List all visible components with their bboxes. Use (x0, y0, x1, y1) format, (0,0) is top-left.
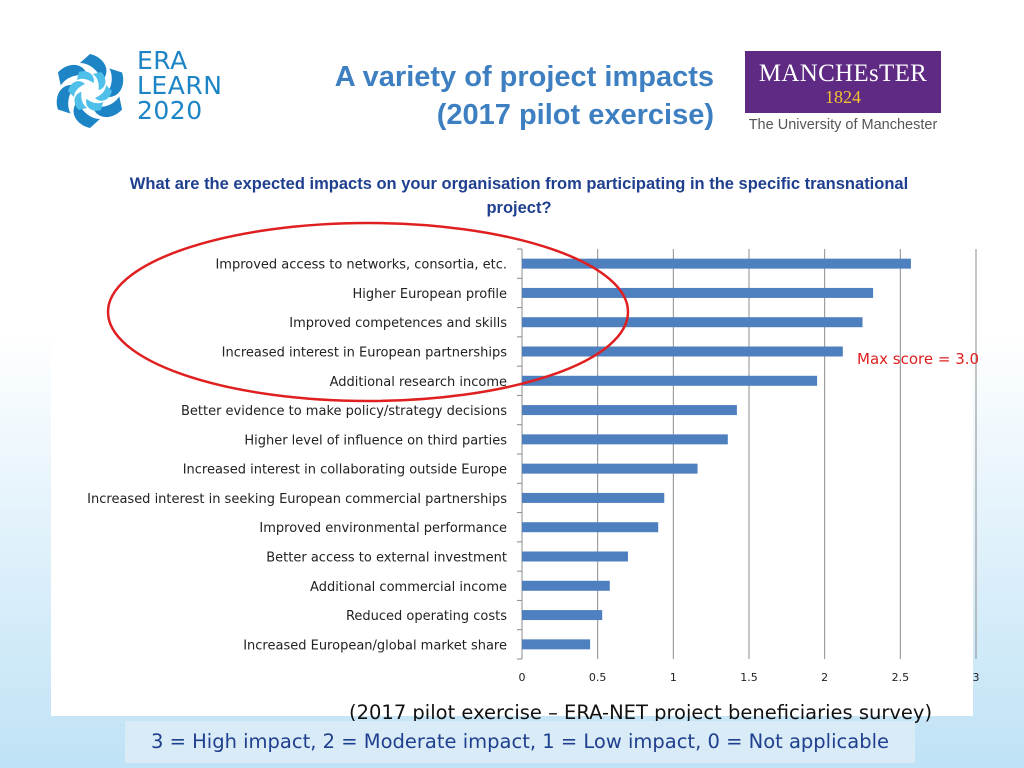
bar (522, 287, 874, 298)
category-label: Higher European profile (353, 287, 507, 302)
category-label: Additional commercial income (310, 580, 507, 595)
x-tick-label: 3 (973, 671, 980, 684)
logo-line-era: ERA (137, 46, 188, 75)
x-tick-label: 1 (670, 671, 677, 684)
category-label: Increased interest in European partnersh… (222, 346, 508, 361)
title-line-2: (2017 pilot exercise) (436, 99, 714, 131)
category-label: Increased interest in seeking European c… (87, 492, 507, 507)
category-label-layer: Improved access to networks, consortia, … (87, 258, 507, 654)
grid-layer (517, 248, 977, 660)
bar (522, 346, 843, 357)
bar (522, 551, 628, 562)
manchester-year: 1824 (825, 87, 861, 107)
bar (522, 317, 863, 328)
x-tick-label: 2 (821, 671, 828, 684)
x-tick-label: 0.5 (589, 671, 607, 684)
category-label: Reduced operating costs (346, 609, 507, 624)
bar (522, 258, 911, 269)
bar (522, 610, 603, 621)
bar (522, 463, 698, 474)
bar (522, 375, 818, 386)
category-label: Increased European/global market share (243, 638, 507, 653)
bar (522, 522, 659, 533)
tick-label-layer: 0 0.5 1 1.5 2 2.5 3 (519, 671, 980, 684)
category-label: Higher level of influence on third parti… (244, 433, 507, 448)
category-label: Additional research income (330, 375, 507, 390)
category-label: Better evidence to make policy/strategy … (181, 404, 507, 419)
manchester-logo: MANCHEsTER 1824 (745, 51, 941, 113)
category-label: Improved access to networks, consortia, … (215, 258, 507, 273)
bar (522, 580, 610, 591)
bar (522, 434, 728, 445)
title-line-1: A variety of project impacts (334, 61, 714, 93)
category-label: Better access to external investment (266, 551, 507, 566)
survey-question: What are the expected impacts on your or… (129, 175, 909, 217)
highlight-ellipse (106, 221, 630, 403)
era-learn-logo: ERA LEARN 2020 (50, 48, 245, 138)
x-tick-label: 1.5 (740, 671, 758, 684)
survey-source-note: (2017 pilot exercise – ERA-NET project b… (349, 701, 933, 724)
max-score-note: Max score = 3.0 (857, 350, 980, 368)
chart-panel (51, 236, 973, 716)
page-title: A variety of project impacts (2017 pilot… (335, 58, 714, 134)
logo-line-learn: LEARN (137, 71, 223, 100)
category-label: Improved environmental performance (259, 521, 507, 536)
bar (522, 639, 591, 650)
x-tick-label: 0 (519, 671, 526, 684)
category-label: Improved competences and skills (289, 316, 507, 331)
x-tick-label: 2.5 (892, 671, 910, 684)
manchester-wordmark: MANCHEsTER (758, 60, 928, 87)
impact-bar-chart: Improved access to networks, consortia, … (87, 221, 980, 684)
logo-line-2020: 2020 (137, 96, 203, 125)
bar (522, 492, 665, 503)
bar-layer (522, 258, 911, 650)
bar (522, 405, 737, 416)
era-learn-wordmark: ERA LEARN 2020 (137, 48, 222, 123)
swirl-logo-icon (56, 54, 124, 128)
category-label: Increased interest in collaborating outs… (183, 463, 507, 478)
manchester-subtitle: The University of Manchester (748, 117, 938, 133)
scale-legend: 3 = High impact, 2 = Moderate impact, 1 … (125, 721, 915, 763)
